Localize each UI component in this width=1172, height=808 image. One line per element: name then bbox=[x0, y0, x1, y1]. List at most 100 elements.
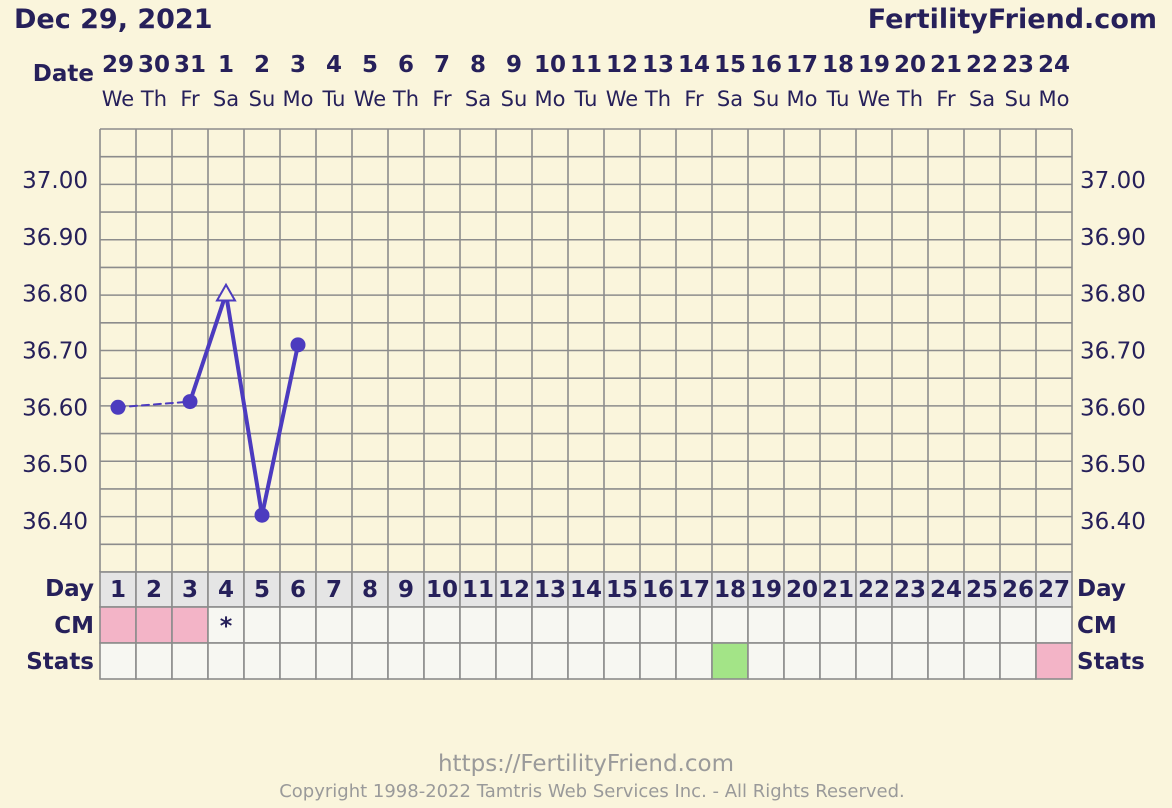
cycle-day-label: 23 bbox=[894, 577, 926, 603]
grid-lines bbox=[99, 128, 1073, 573]
weekday-label: We bbox=[858, 87, 890, 111]
y-tick-label-right: 36.80 bbox=[1080, 282, 1146, 308]
date-label: 14 bbox=[678, 52, 710, 78]
stats-cell bbox=[207, 642, 245, 680]
day-cell bbox=[639, 571, 677, 608]
date-label: 20 bbox=[894, 52, 926, 78]
cycle-day-label: 1 bbox=[110, 577, 126, 603]
y-tick-label-left: 36.60 bbox=[22, 395, 88, 421]
cycle-day-label: 2 bbox=[146, 577, 162, 603]
cycle-day-label: 21 bbox=[822, 577, 854, 603]
cycle-day-label: 26 bbox=[1002, 577, 1034, 603]
cycle-day-label: 14 bbox=[570, 577, 602, 603]
stats-cell bbox=[675, 642, 713, 680]
date-label: 6 bbox=[398, 52, 414, 78]
date-label: 10 bbox=[534, 52, 566, 78]
weekday-label: Sa bbox=[969, 87, 995, 111]
cycle-day-label: 19 bbox=[750, 577, 782, 603]
cm-cell bbox=[387, 606, 425, 644]
stats-cell bbox=[963, 642, 1001, 680]
y-tick-label-left: 36.50 bbox=[22, 452, 88, 478]
y-tick-label-left: 36.70 bbox=[22, 339, 88, 365]
day-cell bbox=[999, 571, 1037, 608]
stats-cell bbox=[171, 642, 209, 680]
date-label: 15 bbox=[714, 52, 746, 78]
y-tick-label-left: 37.00 bbox=[22, 168, 88, 194]
cycle-day-label: 8 bbox=[362, 577, 378, 603]
stats-cell bbox=[135, 642, 173, 680]
series-line bbox=[224, 291, 264, 518]
weekday-label: We bbox=[102, 87, 134, 111]
cm-cell bbox=[567, 606, 605, 644]
stats-cell bbox=[747, 642, 785, 680]
weekday-label: Su bbox=[753, 87, 780, 111]
cm-cell bbox=[243, 606, 281, 644]
day-row-label-right: Day bbox=[1077, 576, 1126, 602]
weekday-label: Tu bbox=[322, 87, 346, 111]
date-label: 7 bbox=[434, 52, 450, 78]
stats-cell bbox=[1035, 642, 1073, 680]
day-cell bbox=[927, 571, 965, 608]
stats-cell bbox=[927, 642, 965, 680]
cm-cell bbox=[279, 606, 317, 644]
stats-row-label-left: Stats bbox=[26, 649, 94, 675]
cm-cell bbox=[855, 606, 893, 644]
cm-cell bbox=[711, 606, 749, 644]
cm-cell bbox=[171, 606, 209, 644]
cm-cell bbox=[999, 606, 1037, 644]
cm-cell bbox=[927, 606, 965, 644]
cm-cell bbox=[603, 606, 641, 644]
cycle-day-label: 17 bbox=[678, 577, 710, 603]
y-tick-label-right: 36.50 bbox=[1080, 452, 1146, 478]
y-tick-label-left: 36.80 bbox=[22, 282, 88, 308]
date-label: 11 bbox=[570, 52, 602, 78]
stats-cell bbox=[279, 642, 317, 680]
date-label: 18 bbox=[822, 52, 854, 78]
cm-cell bbox=[1035, 606, 1073, 644]
date-label: 19 bbox=[858, 52, 890, 78]
date-label: 16 bbox=[750, 52, 782, 78]
weekday-label: Th bbox=[140, 87, 167, 111]
day-cell bbox=[351, 571, 389, 608]
date-label: 31 bbox=[174, 52, 206, 78]
y-tick-label-right: 37.00 bbox=[1080, 168, 1146, 194]
cycle-day-label: 6 bbox=[290, 577, 306, 603]
cm-cell bbox=[351, 606, 389, 644]
cm-cell bbox=[99, 606, 137, 644]
stats-cell bbox=[999, 642, 1037, 680]
weekday-label: Fr bbox=[432, 87, 452, 111]
day-cell bbox=[135, 571, 173, 608]
cycle-day-label: 3 bbox=[182, 577, 198, 603]
weekday-label: Mo bbox=[787, 87, 818, 111]
y-tick-label-right: 36.90 bbox=[1080, 225, 1146, 251]
cycle-day-label: 27 bbox=[1038, 577, 1070, 603]
y-axis-left: 37.00 36.90 36.80 36.70 36.60 36.50 36.40 bbox=[22, 168, 88, 535]
date-label: 8 bbox=[470, 52, 486, 78]
cm-cell bbox=[531, 606, 569, 644]
cm-cell bbox=[963, 606, 1001, 644]
cycle-day-label: 11 bbox=[462, 577, 494, 603]
weekday-label: We bbox=[606, 87, 638, 111]
weekday-label: Tu bbox=[574, 87, 598, 111]
stats-row-label-right: Stats bbox=[1077, 649, 1145, 675]
weekday-label: Su bbox=[1005, 87, 1032, 111]
stats-cell bbox=[531, 642, 569, 680]
weekday-label: Mo bbox=[1039, 87, 1070, 111]
stats-cell bbox=[639, 642, 677, 680]
series-line bbox=[188, 291, 228, 404]
weekday-label: We bbox=[354, 87, 386, 111]
y-tick-label-right: 36.70 bbox=[1080, 339, 1146, 365]
site-brand: FertilityFriend.com bbox=[868, 4, 1157, 35]
weekday-label: Mo bbox=[535, 87, 566, 111]
temperature-series bbox=[110, 282, 306, 523]
cm-cell bbox=[459, 606, 497, 644]
weekday-label: Th bbox=[392, 87, 419, 111]
date-label: 21 bbox=[930, 52, 962, 78]
footer-url[interactable]: https://FertilityFriend.com bbox=[438, 751, 734, 777]
day-cell bbox=[315, 571, 353, 608]
stats-cell bbox=[99, 642, 137, 680]
date-label: 9 bbox=[506, 52, 522, 78]
weekday-label: Fr bbox=[180, 87, 200, 111]
date-label: 24 bbox=[1038, 52, 1070, 78]
